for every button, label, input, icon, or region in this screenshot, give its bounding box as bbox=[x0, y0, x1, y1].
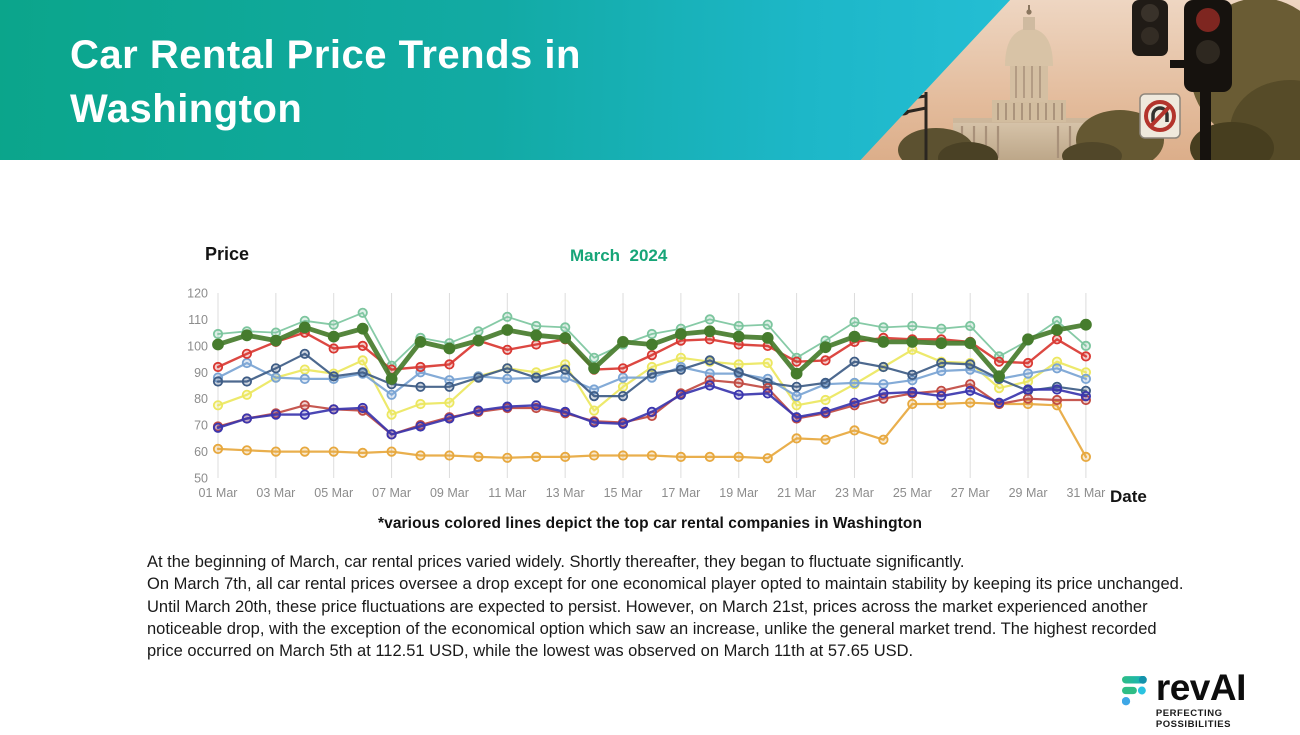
svg-text:19 Mar: 19 Mar bbox=[719, 486, 758, 500]
svg-text:17 Mar: 17 Mar bbox=[661, 486, 700, 500]
svg-text:13 Mar: 13 Mar bbox=[546, 486, 585, 500]
description-paragraph-2: On March 7th, all car rental prices over… bbox=[147, 575, 1184, 661]
brand-name: revAI bbox=[1155, 667, 1247, 708]
traffic-light-icon bbox=[1132, 0, 1232, 160]
svg-text:90: 90 bbox=[194, 366, 208, 380]
header-gradient bbox=[0, 0, 1011, 160]
x-axis-title: Date bbox=[1110, 487, 1147, 506]
svg-text:21 Mar: 21 Mar bbox=[777, 486, 816, 500]
reval-logo-icon bbox=[1122, 676, 1147, 706]
y-axis-tick-labels: 50 60 70 80 90 100 110 120 bbox=[187, 287, 208, 486]
svg-text:25 Mar: 25 Mar bbox=[893, 486, 932, 500]
no-u-turn-sign bbox=[1139, 93, 1181, 139]
svg-text:05 Mar: 05 Mar bbox=[314, 486, 353, 500]
chart-footnote: *various colored lines depict the top ca… bbox=[377, 515, 923, 532]
chart-series-company-navy bbox=[212, 348, 1092, 402]
header-banner: Car Rental Price Trends in Washington bbox=[0, 0, 1300, 160]
chart-gridlines bbox=[217, 293, 1087, 479]
svg-text:120: 120 bbox=[187, 287, 208, 301]
svg-text:100: 100 bbox=[187, 339, 208, 353]
svg-text:03 Mar: 03 Mar bbox=[256, 486, 295, 500]
svg-text:15 Mar: 15 Mar bbox=[604, 486, 643, 500]
description-paragraph-1: At the beginning of March, car rental pr… bbox=[147, 553, 965, 571]
brand-logo: revAI PERFECTING POSSIBILITIES bbox=[1122, 669, 1300, 730]
svg-text:50: 50 bbox=[194, 472, 208, 486]
capitol-photo bbox=[840, 0, 1300, 160]
page-title: Car Rental Price Trends in Washington bbox=[70, 33, 581, 131]
svg-text:23 Mar: 23 Mar bbox=[835, 486, 874, 500]
chart-series-company-orange bbox=[212, 397, 1092, 464]
description-text: At the beginning of March, car rental pr… bbox=[147, 551, 1190, 662]
svg-text:27 Mar: 27 Mar bbox=[951, 486, 990, 500]
price-trend-chart: 50 60 70 80 90 100 110 120 01 Mar 03 Mar 05 Mar 07 … bbox=[187, 287, 1106, 501]
svg-text:01 Mar: 01 Mar bbox=[199, 486, 238, 500]
chart-series-company-indigo bbox=[212, 380, 1092, 440]
chart-series-company-dark-green bbox=[212, 318, 1092, 385]
svg-text:70: 70 bbox=[194, 419, 208, 433]
svg-text:07 Mar: 07 Mar bbox=[372, 486, 411, 500]
svg-text:09 Mar: 09 Mar bbox=[430, 486, 469, 500]
svg-text:80: 80 bbox=[194, 392, 208, 406]
svg-text:31 Mar: 31 Mar bbox=[1066, 486, 1105, 500]
y-axis-title: Price bbox=[205, 244, 250, 264]
svg-text:11 Mar: 11 Mar bbox=[488, 486, 526, 500]
x-axis-tick-labels: 01 Mar 03 Mar 05 Mar 07 Mar 09 Mar 11 Mar 13 M… bbox=[199, 486, 1106, 500]
brand-tagline: PERFECTING POSSIBILITIES bbox=[1155, 708, 1232, 730]
chart-period-title: March 2024 bbox=[570, 246, 668, 265]
svg-text:60: 60 bbox=[194, 445, 208, 459]
svg-text:29 Mar: 29 Mar bbox=[1009, 486, 1048, 500]
capitol-dome bbox=[1005, 28, 1053, 66]
svg-text:110: 110 bbox=[188, 313, 208, 327]
